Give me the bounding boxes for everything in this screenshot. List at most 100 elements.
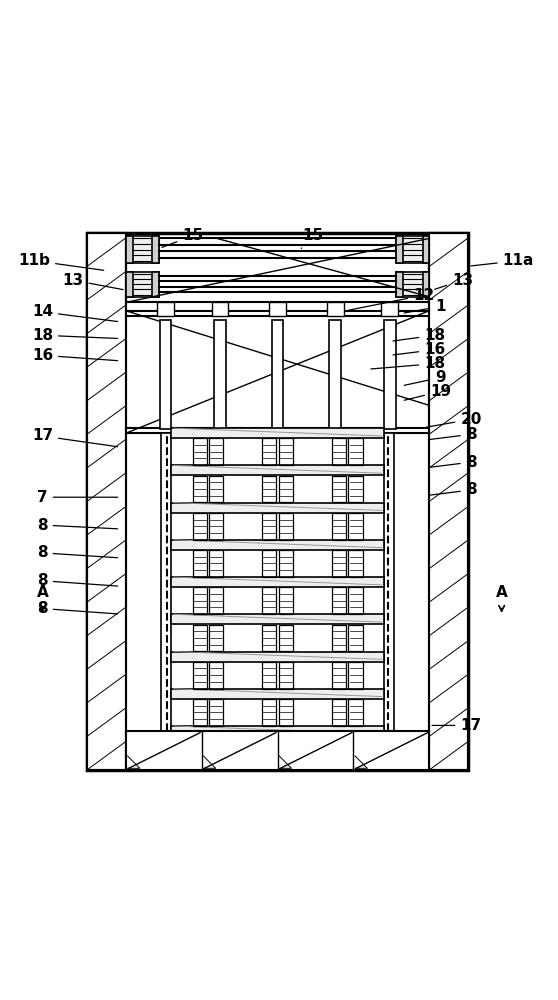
Bar: [349, 699, 363, 726]
Bar: [193, 550, 206, 577]
Bar: [349, 662, 363, 689]
Bar: [332, 438, 347, 465]
Bar: [126, 428, 429, 433]
Text: 12: 12: [349, 288, 434, 310]
Polygon shape: [128, 756, 140, 768]
Bar: [349, 438, 363, 465]
Bar: [429, 233, 468, 770]
Bar: [332, 587, 347, 614]
Bar: [429, 233, 468, 770]
Bar: [214, 320, 226, 429]
Bar: [327, 302, 344, 316]
Bar: [349, 476, 363, 502]
Text: 16: 16: [32, 348, 118, 363]
Text: A: A: [37, 585, 49, 600]
Bar: [422, 236, 429, 263]
Bar: [171, 652, 384, 662]
Bar: [209, 625, 223, 651]
Bar: [279, 662, 293, 689]
Bar: [349, 550, 363, 577]
Bar: [384, 433, 395, 731]
Bar: [396, 272, 403, 297]
Bar: [87, 233, 468, 770]
Bar: [152, 272, 159, 297]
Bar: [171, 577, 384, 587]
Bar: [211, 302, 228, 316]
Bar: [349, 625, 363, 651]
Text: 8: 8: [37, 545, 118, 560]
Bar: [193, 662, 206, 689]
Text: 8: 8: [429, 427, 477, 442]
Bar: [193, 699, 206, 726]
Bar: [349, 587, 363, 614]
Bar: [332, 662, 347, 689]
Text: A: A: [496, 585, 508, 600]
Bar: [382, 302, 398, 316]
Text: 18: 18: [32, 328, 118, 343]
Bar: [209, 476, 223, 502]
Bar: [396, 272, 429, 297]
Bar: [209, 662, 223, 689]
Bar: [262, 662, 277, 689]
Text: 11a: 11a: [471, 253, 534, 268]
Bar: [279, 476, 293, 502]
Text: 17: 17: [32, 428, 118, 447]
Bar: [209, 550, 223, 577]
Text: 13: 13: [62, 273, 123, 290]
Bar: [126, 311, 429, 316]
Bar: [152, 236, 159, 263]
Text: 16: 16: [393, 342, 445, 357]
Bar: [161, 433, 171, 731]
Bar: [171, 503, 384, 513]
Bar: [279, 587, 293, 614]
Bar: [87, 233, 126, 770]
Bar: [279, 438, 293, 465]
Bar: [422, 272, 429, 297]
Text: 17: 17: [432, 718, 482, 733]
Bar: [171, 465, 384, 475]
Bar: [171, 428, 384, 438]
Bar: [396, 236, 403, 263]
Text: 13: 13: [435, 273, 473, 289]
Bar: [262, 625, 277, 651]
Text: 8: 8: [429, 482, 477, 497]
Bar: [209, 513, 223, 540]
Text: 8: 8: [37, 601, 118, 616]
Text: 15: 15: [162, 228, 203, 247]
Bar: [279, 513, 293, 540]
Bar: [262, 550, 277, 577]
Text: 8: 8: [429, 455, 477, 470]
Bar: [87, 233, 126, 770]
Text: 9: 9: [404, 370, 446, 385]
Bar: [279, 550, 293, 577]
Text: 11b: 11b: [18, 253, 104, 270]
Bar: [332, 625, 347, 651]
Polygon shape: [204, 756, 216, 768]
Bar: [279, 699, 293, 726]
Bar: [332, 699, 347, 726]
Text: 8: 8: [37, 573, 118, 588]
Bar: [193, 625, 206, 651]
Bar: [329, 320, 341, 429]
Text: 7: 7: [37, 490, 118, 505]
Text: 1: 1: [404, 299, 446, 314]
Bar: [209, 587, 223, 614]
Bar: [171, 726, 384, 736]
Bar: [160, 320, 171, 429]
Bar: [272, 320, 283, 429]
Bar: [332, 513, 347, 540]
Bar: [193, 587, 206, 614]
Bar: [332, 476, 347, 502]
Bar: [262, 476, 277, 502]
Bar: [126, 272, 159, 297]
Bar: [126, 236, 133, 263]
Bar: [262, 587, 277, 614]
Bar: [396, 236, 429, 263]
Bar: [126, 238, 429, 302]
Bar: [171, 614, 384, 624]
Bar: [126, 236, 159, 263]
Polygon shape: [355, 756, 367, 768]
Bar: [157, 302, 174, 316]
Bar: [349, 513, 363, 540]
Bar: [193, 476, 206, 502]
